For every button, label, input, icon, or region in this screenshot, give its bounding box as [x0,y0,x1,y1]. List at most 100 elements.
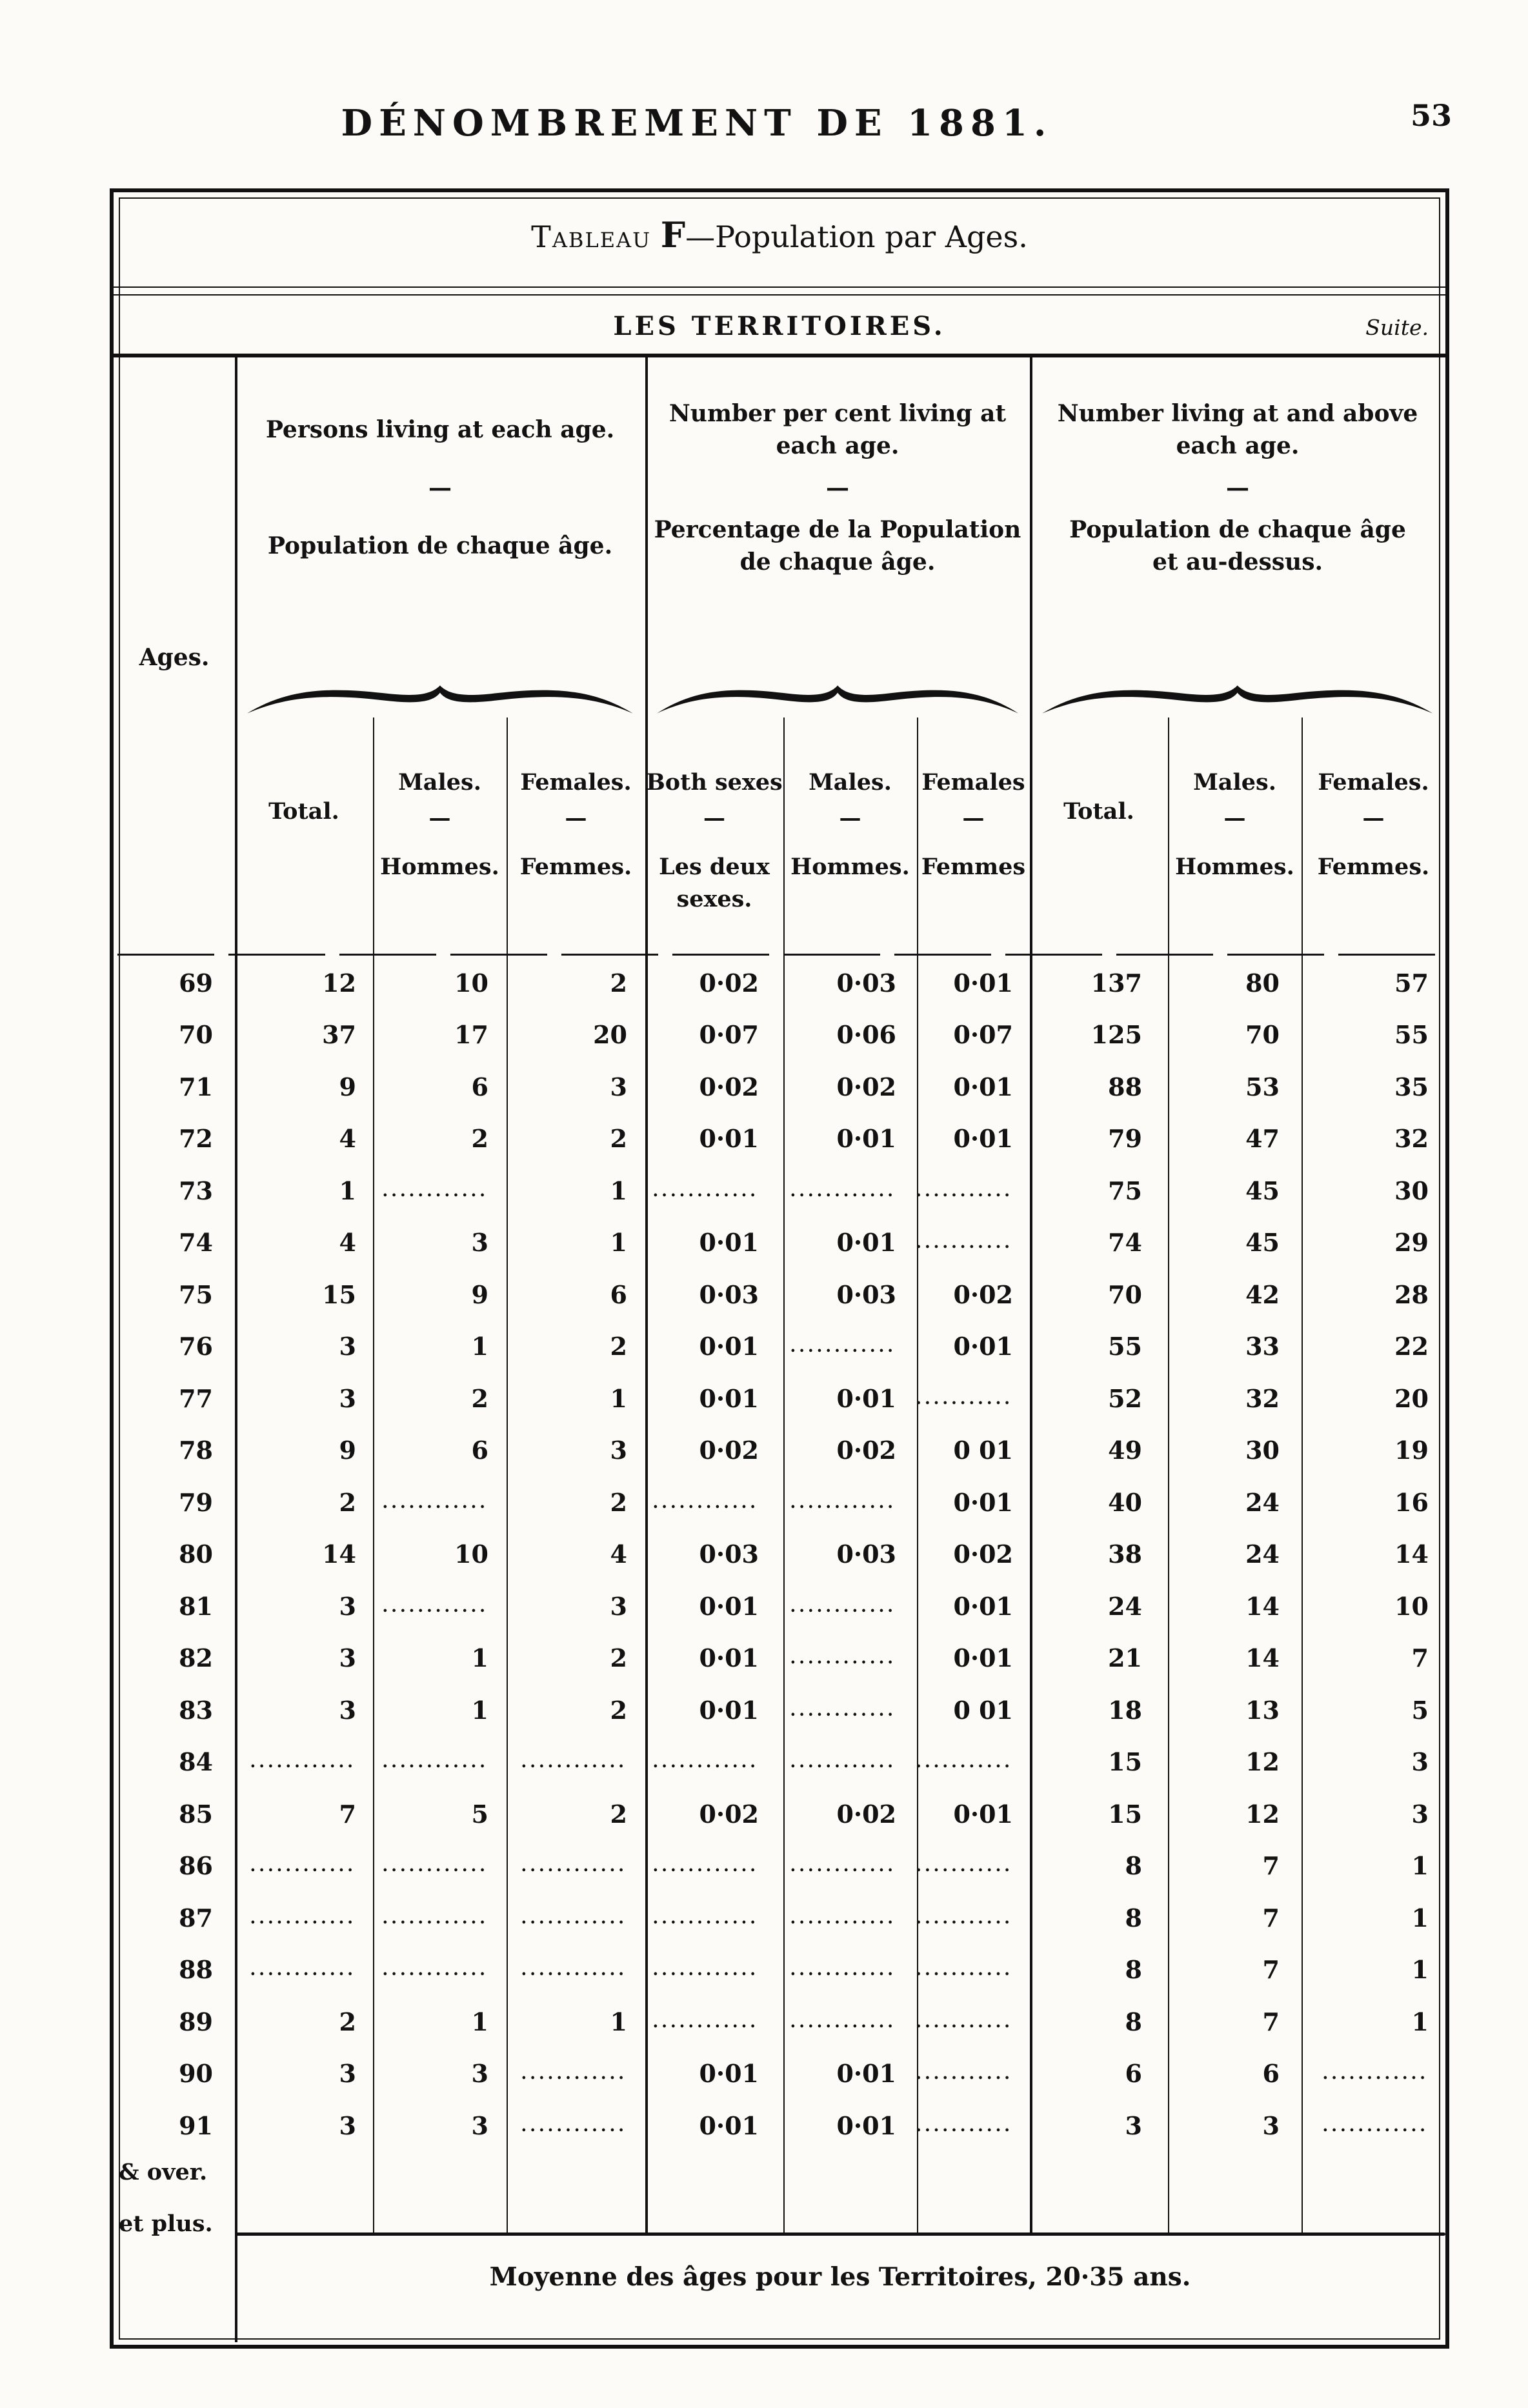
data-cell: 6 [471,1436,488,1465]
age-cell: 69 [179,968,213,998]
data-cell: 0·01 [953,968,1013,998]
brace-row [114,681,1445,717]
data-cell: 0·02 [836,1799,896,1829]
data-cell: 0·01 [699,1643,759,1673]
over-label-en: & over. [119,2159,208,2185]
age-cell: 79 [179,1487,213,1517]
data-cell: 1 [610,1228,627,1258]
data-cell: 1 [471,2007,488,2036]
data-cell: ............ [382,1752,488,1772]
data-cell: 9 [339,1072,356,1101]
data-cell: 0·01 [953,1591,1013,1621]
data-cell: 8 [1125,1903,1142,1932]
data-cell: 3 [1262,2111,1280,2140]
age-cell: 80 [179,1540,213,1569]
data-cell: 8 [1125,2007,1142,2036]
table-row: 91 3 3............ 0·01 0·01............ 3 3..… [114,2100,1445,2152]
group-header-fr-line: Population de chaque âge [1069,516,1406,543]
data-cell: 1 [471,1695,488,1725]
data-cell: 3 [471,2059,488,2089]
data-cell: ............ [521,1856,627,1876]
data-cell: 7 [1262,1955,1280,1985]
table-row: 82 3 1 2 0·01............ 0·01 21 14 7 [114,1632,1445,1685]
data-cell: 5 [1411,1695,1429,1725]
table-row: 71 9 6 3 0·02 0·02 0·01 88 53 35 [114,1061,1445,1113]
age-cell: 87 [179,1903,213,1932]
subheader-cell: Females. — Femmes. [507,731,645,954]
data-cell: 0·03 [836,1540,896,1569]
data-cell: 1 [339,1176,356,1205]
subheader-dash: — [1362,805,1385,831]
data-cell: 7 [1411,1643,1429,1673]
data-cell: ............ [790,1700,896,1720]
data-cell: 0·01 [953,1332,1013,1361]
data-cell: ............ [790,1649,896,1668]
data-cell: 4 [339,1124,356,1154]
data-cell: 12 [1245,1799,1280,1829]
subheader-label-fr: Femmes. [519,854,632,880]
data-cell: 3 [339,2111,356,2140]
data-cell: 0·02 [836,1072,896,1101]
subheader-label-en: Males. [809,769,892,796]
table-row: 84......................................… [114,1736,1445,1789]
data-cell: 52 [1108,1383,1142,1413]
table-row: 89 2 1 1...................................… [114,1996,1445,2048]
over-label-fr: et plus. [119,2211,213,2237]
group-header-en-line: Persons living at each age. [265,416,615,443]
data-cell: 7 [1262,1903,1280,1932]
data-cell: 0·03 [699,1540,759,1569]
data-cell: 2 [610,1332,627,1361]
age-cell: 91 [179,2111,213,2140]
group-header-en-line: Number living at and above [1057,400,1418,427]
data-cell: 28 [1394,1279,1429,1309]
data-cell: 0·02 [699,1436,759,1465]
group-header: Number living at and above each age. — Popu… [1030,378,1445,581]
age-cell: 90 [179,2059,213,2089]
data-cell: ............ [917,2012,1013,2031]
data-cell: 0·01 [836,1383,896,1413]
data-cell: ............ [1322,2064,1429,2083]
subheader-label-en: Males. [398,769,481,796]
data-cell: 79 [1108,1124,1142,1154]
data-cell: 32 [1394,1124,1429,1154]
subheader-label-fr: Hommes. [380,854,499,880]
data-cell: 22 [1394,1332,1429,1361]
brace-icon [645,681,1030,717]
data-cell: 2 [610,1487,627,1517]
data-cell: 32 [1245,1383,1280,1413]
subheader-row: Total. Males. — Hommes. Females. — Femmes. Both… [114,731,1445,954]
data-cell: ............ [917,1856,1013,1876]
subheader-dash: — [565,805,587,831]
subheader-label: Total. [1063,798,1134,825]
data-cell: 0·07 [699,1020,759,1050]
data-cell: ............ [382,1908,488,1927]
table-row: 72 4 2 2 0·01 0·01 0·01 79 47 32 [114,1113,1445,1165]
subheader-cell: Both sexes — Les deux sexes. [645,731,783,954]
subheader-label-en: Females. [520,769,632,796]
data-cell: ............ [652,1492,759,1512]
data-cell: 2 [610,968,627,998]
divider-malesabove-femalesabove [1302,717,1303,2234]
data-cell: 45 [1245,1228,1280,1258]
data-cell: ............ [790,1752,896,1772]
subheader-cell: Males. — Hommes. [373,731,507,954]
data-cell: 0·01 [836,1228,896,1258]
data-cell: 125 [1091,1020,1142,1050]
data-cell: 1 [471,1643,488,1673]
data-cell: ............ [790,1492,896,1512]
age-cell: 75 [179,1279,213,1309]
data-cell: 0·03 [699,1279,759,1309]
divider-totalabove-malesabove [1168,717,1169,2234]
subheader-label: Total. [268,798,339,825]
data-cell: 0·01 [699,1591,759,1621]
data-cell: ............ [652,1181,759,1200]
data-cell: 6 [471,1072,488,1101]
rule-header-bottom [117,954,1442,956]
data-cell: 0·01 [953,1799,1013,1829]
data-cell: 24 [1245,1487,1280,1517]
data-cell: 0·06 [836,1020,896,1050]
data-cell: 55 [1394,1020,1429,1050]
data-cell: 2 [471,1383,488,1413]
data-cell: 2 [610,1643,627,1673]
